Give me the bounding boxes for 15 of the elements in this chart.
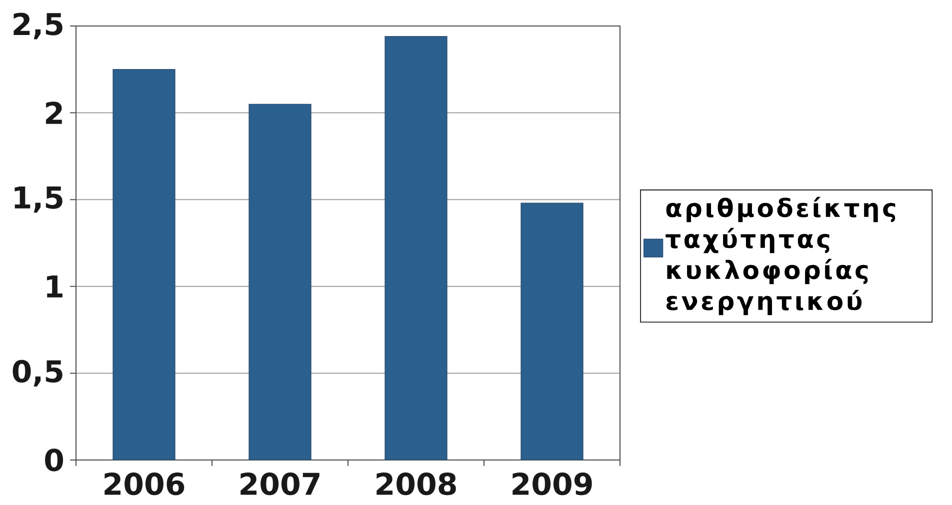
bar (520, 202, 584, 460)
x-tick-label: 2008 (376, 472, 456, 496)
y-tick-label: 1 (46, 275, 62, 298)
bar (112, 69, 176, 460)
y-tick-label: 2 (46, 102, 62, 124)
x-tick-label: 2007 (240, 472, 320, 496)
bar (384, 36, 448, 460)
bar (248, 104, 312, 460)
y-tick-label: 1,5 (14, 186, 62, 213)
y-tick-label: 0,5 (12, 360, 62, 386)
legend-label: αριθμοδείκτης ταχύτητας κυκλοφορίας ενεργητικού (666, 196, 896, 316)
x-tick-label: 2009 (512, 472, 592, 496)
y-tick-label: 0 (45, 448, 64, 472)
x-tick-label: 2006 (104, 472, 184, 496)
y-tick-label: 2,5 (14, 12, 62, 40)
